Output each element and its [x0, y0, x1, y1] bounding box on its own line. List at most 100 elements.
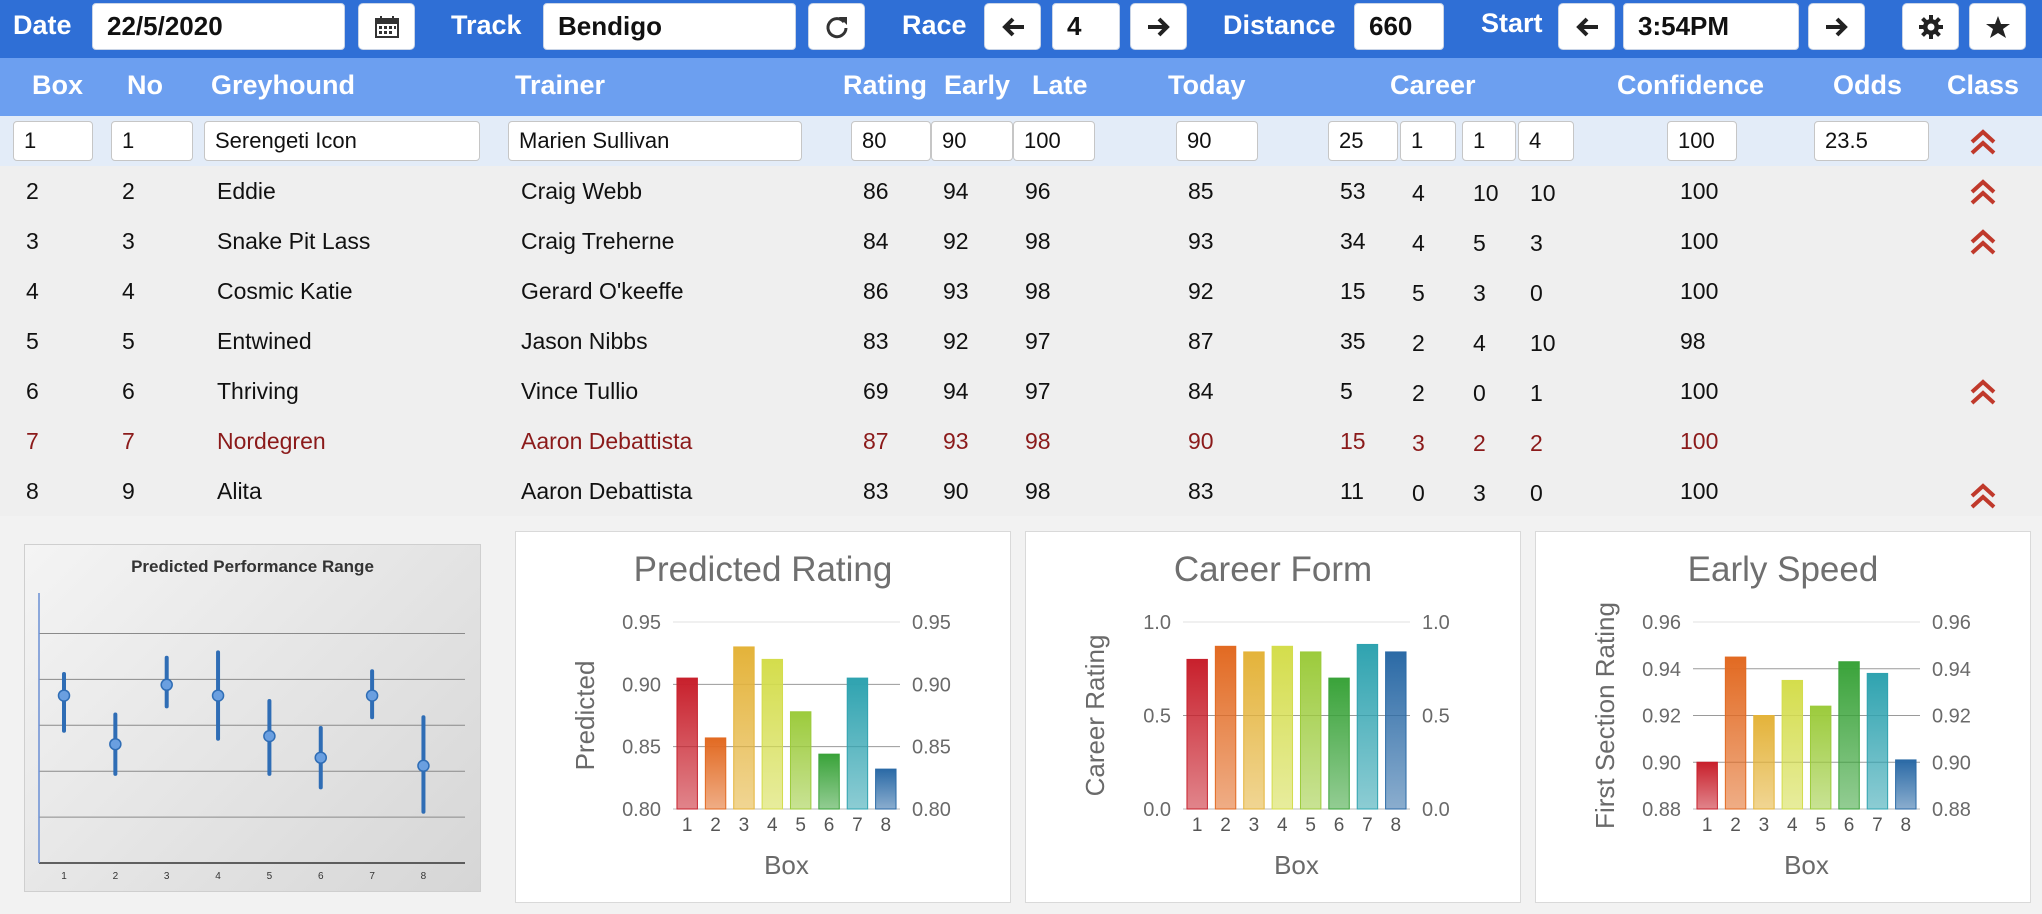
today-input[interactable]: 90 [1176, 121, 1258, 161]
x-tick-label: 2 [1730, 815, 1741, 836]
career-form-chart: 1 2 3 4 5 6 7 8 0.0 0.0 0.5 0.5 1.0 1.0 Box Career Rati… [1080, 612, 1450, 880]
start-time-input[interactable]: 3:54PM [1623, 3, 1799, 50]
x-tick-label: 5 [267, 871, 273, 882]
column-header-career[interactable]: Career [1390, 70, 1476, 100]
chart-title: Career Form [1173, 550, 1373, 589]
career-seconds-cell: 3 [1473, 480, 1486, 506]
column-header-no[interactable]: No [127, 70, 163, 100]
distance-input[interactable]: 660 [1354, 3, 1444, 50]
early-cell: 90 [943, 478, 969, 504]
column-header-rating[interactable]: Rating [843, 70, 927, 100]
table-row[interactable]: 4 4 Cosmic Katie Gerard O'keeffe 86 93 98 92 15 5… [0, 266, 2042, 316]
column-header-confidence[interactable]: Confidence [1617, 70, 1765, 100]
favourite-button[interactable] [1969, 3, 2026, 50]
greyhound-cell: Snake Pit Lass [217, 228, 371, 254]
x-tick-label: 1 [1702, 815, 1713, 836]
bar [1214, 645, 1237, 810]
rating-cell: 83 [863, 478, 889, 504]
calendar-button[interactable] [358, 3, 415, 50]
gear-icon [1918, 14, 1943, 39]
today-cell: 84 [1188, 378, 1214, 404]
box-input[interactable]: 1 [13, 121, 93, 161]
calendar-icon [374, 15, 399, 38]
bar [789, 711, 812, 810]
column-header-trainer[interactable]: Trainer [515, 70, 606, 100]
career-starts-input[interactable]: 25 [1328, 121, 1398, 161]
race-next-button[interactable] [1130, 3, 1187, 50]
late-input[interactable]: 100 [1013, 121, 1095, 161]
early-input[interactable]: 90 [931, 121, 1013, 161]
column-header-today[interactable]: Today [1168, 70, 1246, 100]
date-input[interactable]: 22/5/2020 [92, 3, 345, 50]
table-row[interactable]: 5 5 Entwined Jason Nibbs 83 92 97 87 35 2 4 10 98 [0, 316, 2042, 366]
y2-tick-label: 0.80 [912, 799, 951, 821]
x-tick-label: 5 [1305, 815, 1316, 836]
column-header-late[interactable]: Late [1032, 70, 1088, 100]
today-cell: 92 [1188, 278, 1214, 304]
bar [1385, 651, 1407, 810]
y2-tick-label: 0.90 [1932, 752, 1971, 774]
settings-button[interactable] [1902, 3, 1959, 50]
column-header-greyhound[interactable]: Greyhound [211, 70, 356, 100]
start-prev-button[interactable] [1558, 3, 1615, 50]
refresh-button[interactable] [808, 3, 865, 50]
star-icon [1985, 15, 2010, 38]
x-tick-label: 8 [881, 815, 892, 836]
career-thirds-input[interactable]: 4 [1518, 121, 1574, 161]
greyhound-input[interactable]: Serengeti Icon [204, 121, 480, 161]
confidence-input[interactable]: 100 [1667, 121, 1737, 161]
table-row[interactable]: 8 9 Alita Aaron Debattista 83 90 98 83 11 0 3 0 100 [0, 466, 2042, 516]
career-seconds-input[interactable]: 1 [1462, 121, 1516, 161]
confidence-cell: 100 [1680, 478, 1719, 504]
column-header-early[interactable]: Early [944, 70, 1011, 100]
today-cell: 93 [1188, 228, 1214, 254]
y-tick-label: 0.90 [622, 674, 661, 696]
column-header-box[interactable]: Box [32, 70, 84, 100]
arrow-left-icon [1001, 17, 1024, 36]
x-axis-label: Box [1784, 850, 1829, 880]
predicted-performance-range-chart: Predicted Performance Range 1 2 3 4 5 6 7 8 [24, 544, 481, 892]
box-cell: 7 [26, 428, 39, 454]
number-cell: 9 [122, 478, 135, 504]
bar [733, 646, 755, 810]
class-up-icon [1970, 179, 1996, 205]
confidence-cell: 100 [1680, 278, 1719, 304]
number-cell: 4 [122, 278, 135, 304]
trainer-input[interactable]: Marien Sullivan [508, 121, 802, 161]
table-row[interactable]: 6 6 Thriving Vince Tullio 69 94 97 84 5 2 0 1 100 [0, 366, 2042, 416]
x-tick-label: 4 [215, 871, 221, 882]
predicted-rating-panel: Predicted Rating 1 2 3 4 5 6 7 8 0.80 0.80 0.85 0.8… [515, 531, 1011, 903]
column-header-class[interactable]: Class [1947, 70, 2020, 100]
y-axis-label: Predicted [570, 661, 600, 771]
bar [761, 658, 784, 810]
box-cell: 3 [26, 228, 39, 254]
bar [1243, 651, 1265, 810]
bar [704, 737, 727, 810]
trainer-cell: Gerard O'keeffe [521, 278, 684, 304]
x-tick-label: 3 [739, 815, 750, 836]
y-tick-label: 1.0 [1143, 612, 1171, 634]
track-input[interactable]: Bendigo [543, 3, 796, 50]
number-cell: 2 [122, 178, 135, 204]
odds-input[interactable]: 23.5 [1814, 121, 1929, 161]
rating-input[interactable]: 80 [851, 121, 931, 161]
y-axis-label: First Section Rating [1590, 602, 1620, 829]
column-header-odds[interactable]: Odds [1833, 70, 1903, 100]
bar [676, 677, 698, 810]
table-row[interactable]: 7 7 Nordegren Aaron Debattista 87 93 98 90 15 3 2 2… [0, 416, 2042, 466]
table-row[interactable]: 3 3 Snake Pit Lass Craig Treherne 84 92 98 93 34… [0, 216, 2042, 266]
number-input[interactable]: 1 [111, 121, 193, 161]
y2-tick-label: 0.92 [1932, 706, 1971, 728]
trainer-cell: Jason Nibbs [521, 328, 648, 354]
toolbar: Date 22/5/2020 Track Bendigo Race 4 Dist… [0, 0, 2042, 58]
table-row[interactable]: 1 1 Serengeti Icon Marien Sullivan 80 90… [0, 116, 2042, 166]
confidence-cell: 100 [1680, 428, 1719, 454]
start-next-button[interactable] [1808, 3, 1865, 50]
greyhound-cell: Nordegren [217, 428, 326, 454]
career-wins-input[interactable]: 1 [1400, 121, 1456, 161]
table-row[interactable]: 2 2 Eddie Craig Webb 86 94 96 85 53 4 10 10 100 [0, 166, 2042, 216]
late-cell: 98 [1025, 278, 1051, 304]
greyhound-cell: Eddie [217, 178, 276, 204]
race-prev-button[interactable] [984, 3, 1041, 50]
race-input[interactable]: 4 [1052, 3, 1120, 50]
